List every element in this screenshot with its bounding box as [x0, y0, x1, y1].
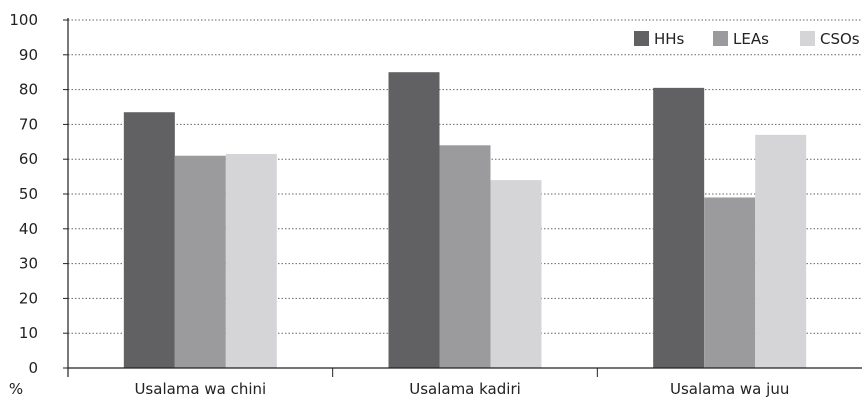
y-tick-label: 20 — [19, 289, 38, 307]
x-category-labels: Usalama wa chini Usalama kadiri Usalama wa… — [134, 380, 789, 398]
y-tick-label: 50 — [19, 185, 38, 203]
axes — [67, 18, 862, 377]
legend: HHs LEAs CSOs — [634, 30, 860, 48]
x-category-label: Usalama wa chini — [134, 380, 266, 398]
bars — [123, 72, 807, 369]
y-tick-label: 100 — [9, 11, 38, 29]
y-tick-label: 90 — [19, 46, 38, 64]
bar-hhs-3 — [653, 87, 705, 369]
bar-hhs-2 — [388, 72, 440, 368]
y-tick-label: 80 — [19, 81, 38, 99]
bar-leas-2 — [439, 145, 491, 368]
y-tick-label: 60 — [19, 150, 38, 168]
y-tick-label: 30 — [19, 255, 38, 273]
legend-swatch-leas — [713, 31, 728, 46]
bar-hhs-1 — [123, 112, 175, 368]
legend-label-leas: LEAs — [733, 30, 769, 48]
bar-csos-1 — [225, 153, 277, 368]
legend-label-csos: CSOs — [820, 30, 860, 48]
legend-swatch-hhs — [634, 31, 649, 46]
legend-swatch-csos — [800, 31, 815, 46]
y-tick-label: 40 — [19, 220, 38, 238]
bar-leas-1 — [174, 155, 226, 368]
y-tick-label: 0 — [28, 359, 38, 377]
x-category-label: Usalama wa juu — [670, 380, 789, 398]
y-axis-unit-label: % — [9, 380, 23, 398]
bar-csos-2 — [490, 180, 542, 368]
bar-csos-3 — [755, 134, 807, 368]
bar-leas-3 — [704, 197, 756, 368]
legend-label-hhs: HHs — [654, 30, 685, 48]
y-tick-label: 10 — [19, 324, 38, 342]
y-tick-label: 70 — [19, 115, 38, 133]
x-category-label: Usalama kadiri — [409, 380, 521, 398]
y-tick-labels: 0 10 20 30 40 50 60 70 80 90 100 — [9, 11, 68, 377]
